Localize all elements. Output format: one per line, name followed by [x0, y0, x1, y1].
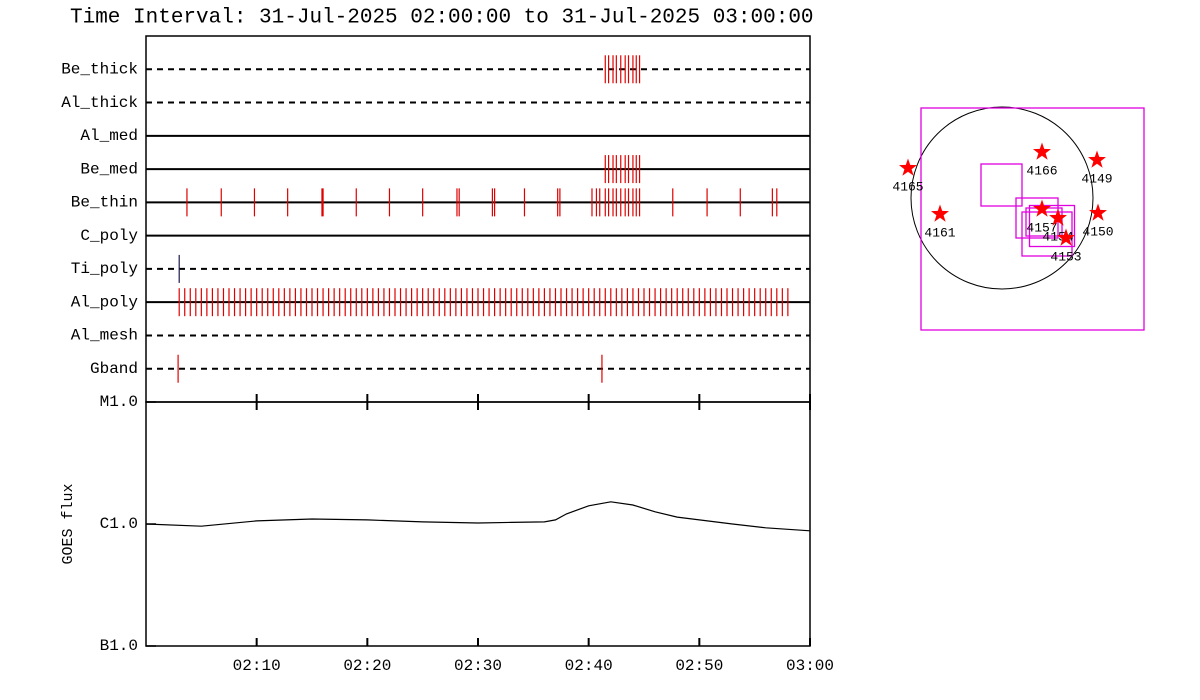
goes-frame [145, 401, 811, 647]
row-label: Al_mesh [71, 327, 138, 345]
y-tick-label: C1.0 [100, 515, 138, 533]
fov-box [920, 107, 1145, 331]
row-label: Al_poly [71, 293, 139, 311]
row-label: Al_thick [61, 94, 138, 112]
region-label: 4157 [1026, 220, 1057, 235]
fov-box [980, 163, 1023, 207]
region-label: 4166 [1026, 163, 1057, 178]
x-tick-label: 02:30 [454, 657, 502, 675]
region-label: 4153 [1050, 249, 1081, 264]
x-tick-label: 02:50 [675, 657, 723, 675]
fov-box [1021, 211, 1073, 257]
solar-disk [910, 106, 1094, 290]
row-label: Be_med [80, 160, 138, 178]
region-star [1049, 208, 1067, 226]
region-star [1089, 203, 1107, 221]
region-star [1033, 142, 1051, 160]
x-tick-label: 02:40 [565, 657, 613, 675]
goes-curve [145, 501, 811, 532]
row-label: C_poly [80, 227, 138, 245]
region-star [931, 204, 949, 222]
row-label: Ti_poly [71, 260, 139, 278]
y-tick-label: B1.0 [100, 637, 138, 655]
x-tick-label: 02:20 [343, 657, 391, 675]
chart-title: Time Interval: 31-Jul-2025 02:00:00 to 3… [70, 7, 814, 30]
row-label: Gband [90, 360, 138, 378]
x-tick-label: 03:00 [786, 657, 834, 675]
timeline-frame [145, 35, 811, 403]
region-label: 4149 [1081, 171, 1112, 186]
y-axis-label: GOES flux [60, 483, 77, 564]
region-label: 4165 [892, 179, 923, 194]
row-label: Be_thin [71, 194, 138, 212]
row-label: Al_med [80, 127, 138, 145]
x-tick-label: 02:10 [233, 657, 281, 675]
region-label: 4161 [924, 225, 955, 240]
fov-box [1028, 204, 1076, 248]
region-label: 4150 [1082, 224, 1113, 239]
region-star [1088, 150, 1106, 168]
region-star [899, 158, 917, 176]
row-label: Be_thick [61, 60, 138, 78]
region-star [1033, 199, 1051, 217]
y-tick-label: M1.0 [100, 393, 138, 411]
region-star [1057, 228, 1075, 246]
